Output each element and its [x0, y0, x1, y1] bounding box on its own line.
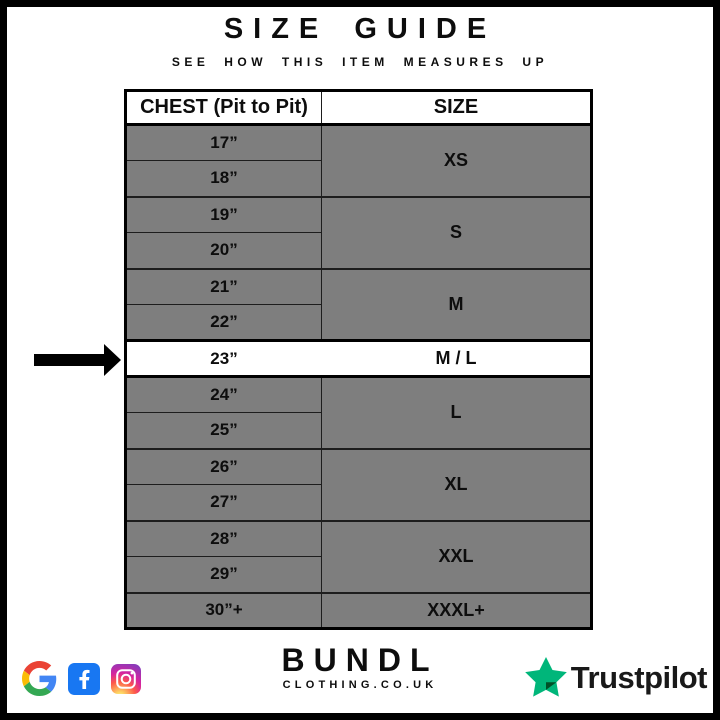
brand-name: BUNDL	[281, 642, 439, 678]
table-row: 25”	[125, 412, 592, 449]
chest-cell: 20”	[125, 232, 322, 269]
chest-cell: 30”+	[125, 591, 322, 629]
size-cell: XXL	[321, 519, 592, 593]
size-cell: S	[321, 195, 592, 269]
chest-cell: 18”	[125, 160, 322, 197]
table-row: 20”	[125, 232, 592, 269]
table-row-highlighted: 23” M / L	[125, 339, 592, 378]
size-cell: M	[321, 267, 592, 341]
chest-cell: 26”	[125, 447, 322, 485]
table-row: 26” XL	[125, 447, 592, 521]
size-cell: XXXL+	[321, 591, 592, 629]
table-row: 17” XS	[125, 123, 592, 197]
page-subtitle: SEE HOW THIS ITEM MEASURES UP	[171, 55, 549, 69]
chest-cell: 24”	[125, 375, 322, 413]
chest-cell: 23”	[125, 339, 322, 378]
table-header-row: CHEST (Pit to Pit) SIZE	[125, 90, 592, 126]
instagram-icon	[111, 663, 141, 694]
table-row: 19” S	[125, 195, 592, 269]
chest-column-header: CHEST (Pit to Pit)	[125, 90, 322, 126]
chest-cell: 19”	[125, 195, 322, 233]
size-column-header: SIZE	[321, 90, 592, 126]
facebook-icon	[68, 662, 100, 695]
trustpilot-star-icon	[524, 657, 567, 697]
highlight-arrow-icon	[34, 344, 121, 376]
chest-cell: 17”	[125, 123, 322, 161]
trustpilot-logo: Trustpilot	[524, 657, 708, 699]
brand-logo: BUNDL CLOTHING.CO.UK	[0, 642, 720, 691]
chest-cell: 27”	[125, 484, 322, 521]
table-body: 17” XS 18” 19” S 20” 21” M 22” 23” M / L 24” L 25” 26”…	[125, 123, 592, 629]
size-cell: M / L	[321, 339, 592, 378]
table-row: 27”	[125, 484, 592, 521]
size-cell: L	[321, 375, 592, 449]
chest-cell: 28”	[125, 519, 322, 557]
chest-cell: 29”	[125, 556, 322, 593]
table-row: 22”	[125, 304, 592, 341]
google-icon	[22, 661, 57, 696]
chest-cell: 22”	[125, 304, 322, 341]
table-row: 24” L	[125, 375, 592, 449]
table-row: 21” M	[125, 267, 592, 341]
page-title: SIZE GUIDE	[223, 13, 497, 45]
trustpilot-label: Trustpilot	[570, 660, 708, 695]
chest-cell: 25”	[125, 412, 322, 449]
size-cell: XS	[321, 123, 592, 197]
table-row: 29”	[125, 556, 592, 593]
social-icons	[22, 661, 141, 696]
brand-subtitle: CLOTHING.CO.UK	[282, 678, 438, 691]
table-row: 30”+ XXXL+	[125, 591, 592, 629]
size-cell: XL	[321, 447, 592, 521]
chest-cell: 21”	[125, 267, 322, 305]
size-guide-table: CHEST (Pit to Pit) SIZE 17” XS 18” 19” S 20” 2…	[124, 89, 593, 630]
table-row: 28” XXL	[125, 519, 592, 593]
